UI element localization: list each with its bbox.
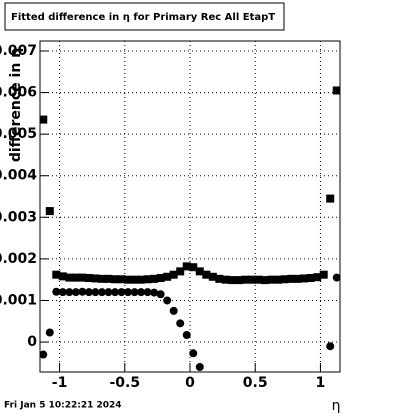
data-point: [169, 270, 178, 279]
data-point: [156, 290, 165, 299]
data-point: [156, 274, 165, 283]
data-point: [84, 288, 93, 297]
data-point: [65, 273, 74, 282]
y-tick-label: 0.004: [0, 168, 37, 184]
data-point: [221, 275, 230, 284]
data-point: [52, 287, 61, 296]
data-point: [163, 296, 172, 305]
plot-frame: [39, 40, 341, 373]
x-tick-label: -1: [52, 375, 68, 391]
data-point: [195, 267, 204, 276]
data-point: [247, 275, 256, 284]
data-point: [189, 349, 198, 358]
data-point: [78, 287, 87, 296]
data-point: [91, 274, 100, 283]
data-point: [111, 275, 119, 284]
data-point: [137, 275, 146, 284]
data-point: [326, 342, 335, 351]
data-point: [84, 274, 93, 283]
data-point: [58, 288, 67, 297]
data-point: [195, 363, 204, 372]
data-point: [124, 288, 133, 297]
data-point: [293, 274, 302, 283]
data-point: [150, 274, 159, 283]
y-tick-label: 0.007: [0, 43, 37, 59]
timestamp: Fri Jan 5 10:22:21 2024: [4, 401, 122, 411]
data-point: [104, 274, 113, 283]
data-point: [182, 262, 191, 271]
data-point: [40, 350, 48, 359]
data-point: [97, 288, 106, 297]
data-point: [45, 328, 54, 337]
data-point: [40, 115, 48, 124]
y-tick-label: 0: [27, 334, 37, 350]
data-point: [130, 288, 139, 297]
x-axis-title: η: [332, 398, 341, 414]
data-point: [254, 275, 263, 284]
data-point: [150, 288, 159, 297]
data-point: [267, 275, 276, 284]
data-point: [182, 330, 191, 339]
data-point: [137, 288, 146, 297]
x-tick-label: 0.5: [243, 375, 268, 391]
data-point: [130, 275, 139, 284]
data-point: [332, 273, 340, 282]
x-tick-label: 1: [316, 375, 326, 391]
y-axis-title: difference in η: [8, 48, 24, 162]
data-point: [52, 270, 61, 279]
data-point: [280, 275, 289, 284]
data-point: [91, 288, 100, 297]
y-tick-label: 0.002: [0, 251, 37, 267]
data-point: [124, 275, 133, 284]
y-tick-label: 0.006: [0, 85, 37, 101]
data-point: [319, 270, 328, 279]
data-point: [234, 276, 243, 285]
data-point: [71, 273, 80, 282]
data-point: [111, 288, 119, 297]
data-point: [332, 86, 340, 95]
data-point: [97, 274, 106, 283]
data-point: [78, 273, 87, 282]
data-point: [241, 275, 250, 284]
data-point: [261, 276, 269, 285]
y-tick-label: 0.003: [0, 209, 37, 225]
chart-title: Fitted difference in η for Primary Rec A…: [11, 12, 275, 23]
data-point: [169, 306, 178, 315]
plot-area: [40, 86, 340, 372]
data-point: [215, 274, 224, 283]
data-point: [163, 272, 172, 281]
data-point: [58, 272, 67, 281]
data-point: [274, 275, 283, 284]
data-point: [176, 267, 185, 276]
data-point: [208, 272, 217, 281]
data-point: [189, 263, 198, 272]
data-point: [143, 275, 152, 284]
data-point: [117, 288, 126, 297]
data-point: [117, 275, 126, 284]
data-point: [143, 288, 152, 297]
data-point: [300, 274, 309, 283]
y-tick-label: 0.005: [0, 126, 37, 142]
data-point: [287, 274, 296, 283]
data-point: [45, 207, 54, 216]
x-tick-label: 0: [185, 375, 195, 391]
data-point: [326, 194, 335, 203]
data-point: [104, 288, 113, 297]
data-point: [176, 319, 185, 328]
data-point: [65, 288, 74, 297]
data-point: [306, 274, 315, 283]
data-point: [71, 288, 80, 297]
y-tick-label: 0.001: [0, 292, 37, 308]
title-box: [4, 2, 285, 31]
data-point: [313, 273, 322, 282]
x-tick-label: -0.5: [109, 375, 140, 391]
data-point: [202, 270, 211, 279]
data-point: [228, 276, 237, 285]
